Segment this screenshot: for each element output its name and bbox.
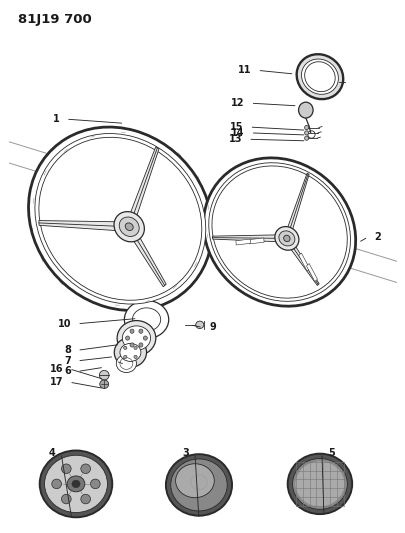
Text: 12: 12: [230, 98, 244, 108]
Ellipse shape: [35, 133, 205, 304]
Ellipse shape: [52, 479, 61, 489]
Ellipse shape: [114, 212, 144, 242]
Text: 11: 11: [237, 66, 251, 75]
Ellipse shape: [139, 329, 143, 333]
Text: 81J19 700: 81J19 700: [17, 13, 91, 26]
Polygon shape: [235, 239, 250, 245]
Ellipse shape: [72, 480, 80, 488]
Ellipse shape: [166, 454, 232, 516]
Ellipse shape: [124, 356, 127, 359]
Ellipse shape: [130, 343, 134, 347]
Text: 8: 8: [64, 345, 71, 356]
Ellipse shape: [278, 231, 294, 246]
Polygon shape: [212, 235, 286, 242]
Ellipse shape: [134, 346, 137, 350]
Ellipse shape: [122, 326, 150, 350]
Ellipse shape: [304, 131, 308, 135]
Text: 3: 3: [182, 448, 188, 458]
Polygon shape: [298, 253, 309, 271]
Ellipse shape: [301, 59, 337, 94]
Ellipse shape: [125, 336, 129, 340]
Text: 9: 9: [209, 322, 215, 333]
Ellipse shape: [296, 54, 342, 99]
Ellipse shape: [116, 354, 136, 373]
Ellipse shape: [119, 343, 141, 361]
Text: 10: 10: [58, 319, 71, 329]
Text: 14: 14: [230, 128, 244, 138]
Ellipse shape: [134, 356, 137, 359]
Ellipse shape: [171, 459, 227, 511]
Polygon shape: [306, 263, 317, 281]
Ellipse shape: [61, 464, 71, 473]
Polygon shape: [249, 238, 263, 244]
Ellipse shape: [67, 476, 85, 492]
Text: 5: 5: [327, 448, 334, 458]
Ellipse shape: [100, 380, 109, 389]
Text: 1: 1: [53, 114, 60, 124]
Ellipse shape: [90, 479, 100, 489]
Ellipse shape: [125, 223, 133, 231]
Ellipse shape: [208, 163, 350, 301]
Text: 15: 15: [229, 122, 243, 132]
Polygon shape: [284, 236, 318, 286]
Text: 6: 6: [64, 367, 71, 376]
Text: 13: 13: [228, 134, 241, 144]
Ellipse shape: [81, 464, 90, 473]
Ellipse shape: [283, 235, 289, 241]
Ellipse shape: [195, 321, 203, 328]
Ellipse shape: [175, 464, 214, 498]
Ellipse shape: [292, 458, 347, 510]
Text: 4: 4: [48, 448, 55, 458]
Polygon shape: [126, 147, 158, 229]
Ellipse shape: [143, 336, 147, 340]
Ellipse shape: [139, 343, 143, 347]
Ellipse shape: [203, 158, 355, 306]
Ellipse shape: [298, 102, 312, 118]
Ellipse shape: [40, 450, 112, 518]
Ellipse shape: [45, 455, 107, 513]
Ellipse shape: [117, 320, 156, 356]
Ellipse shape: [124, 346, 127, 350]
Ellipse shape: [287, 454, 351, 514]
Ellipse shape: [304, 136, 308, 140]
Polygon shape: [126, 224, 166, 287]
Text: 2: 2: [373, 232, 380, 242]
Polygon shape: [284, 173, 308, 240]
Ellipse shape: [130, 329, 134, 333]
Ellipse shape: [99, 370, 109, 380]
Ellipse shape: [274, 227, 298, 250]
Ellipse shape: [119, 217, 139, 237]
Ellipse shape: [61, 494, 71, 504]
Text: 16: 16: [49, 364, 63, 374]
Ellipse shape: [124, 301, 168, 338]
Ellipse shape: [114, 337, 146, 367]
Text: 7: 7: [64, 356, 71, 366]
Text: 17: 17: [49, 377, 63, 387]
Polygon shape: [39, 221, 129, 231]
Ellipse shape: [81, 494, 90, 504]
Ellipse shape: [28, 127, 212, 311]
Ellipse shape: [304, 125, 308, 130]
Ellipse shape: [295, 462, 343, 506]
